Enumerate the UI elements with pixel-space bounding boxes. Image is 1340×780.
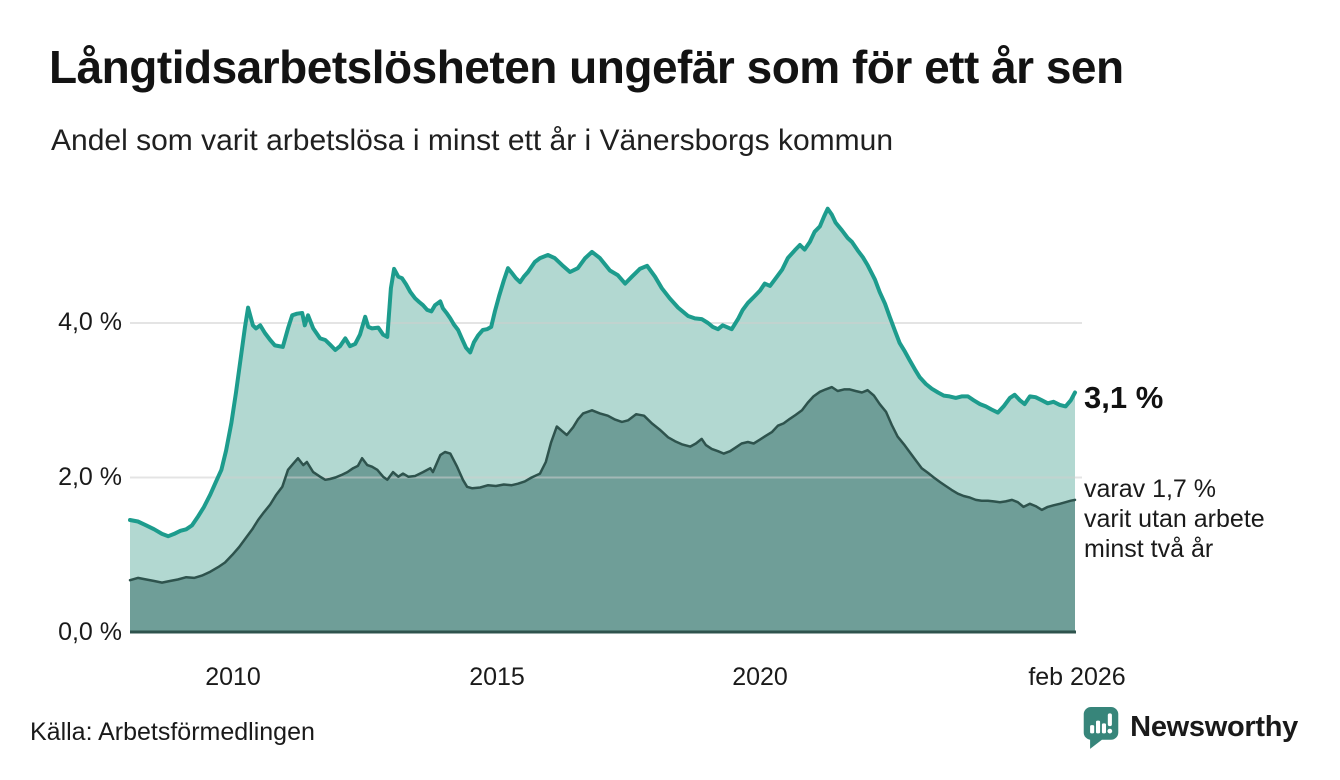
sub-note-label: varav 1,7 % varit utan arbete minst två … [1084,475,1265,563]
y-axis-label-0: 0,0 % [58,618,122,646]
line-unemployed-2yr [128,385,1077,584]
chart-lines [128,206,1077,584]
newsworthy-logo: Newsworthy [1081,704,1298,750]
end-value-label: 3,1 % [1084,380,1164,415]
x-axis-label-2020: 2020 [732,663,788,691]
chart-areas [130,208,1075,632]
newsworthy-wordmark: Newsworthy [1130,710,1298,743]
source-note: Källa: Arbetsförmedlingen [30,718,315,746]
y-axis-label-2: 2,0 % [58,463,122,491]
x-axis-label-feb-2026: feb 2026 [1028,663,1126,691]
x-axis-label-2010: 2010 [205,663,261,691]
area-unemployed-2yr [130,387,1075,632]
chart-subtitle: Andel som varit arbetslösa i minst ett å… [51,124,894,157]
chart-title: Långtidsarbetslösheten ungefär som för e… [49,41,1124,93]
x-axis-label-2015: 2015 [469,663,525,691]
y-axis-label-4: 4,0 % [58,308,122,336]
newsworthy-icon [1083,707,1119,749]
line-unemployed-1yr [128,206,1077,539]
